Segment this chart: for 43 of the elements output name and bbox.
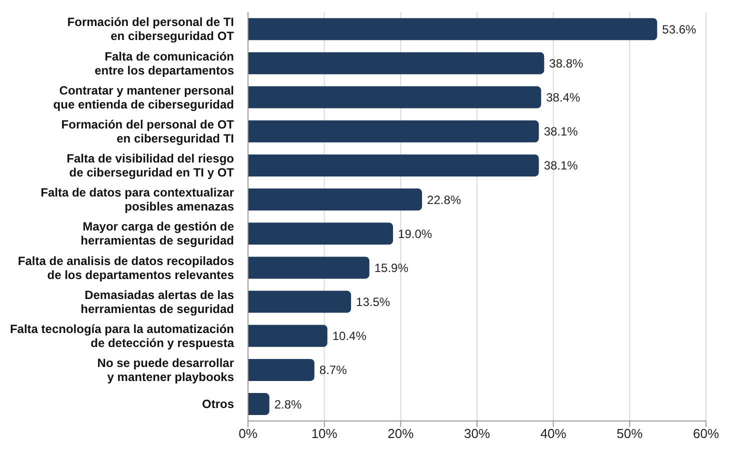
bar <box>248 290 352 313</box>
bar <box>248 188 422 211</box>
x-tick-label: 30% <box>464 426 490 442</box>
y-tick-label: No se puede desarrollar y mantener playbooks <box>97 356 234 384</box>
data-label: 2.8% <box>274 397 302 412</box>
y-tick-label: Demasiadas alertas de las herramientas de seguridad <box>80 288 234 316</box>
data-label: 38.8% <box>549 56 584 70</box>
data-label: 8.7% <box>319 363 348 378</box>
bar <box>248 256 370 279</box>
y-tick-label: Formación del personal de TI en ciberseguridad OT <box>67 15 235 44</box>
x-tick-label: 40% <box>540 426 567 442</box>
bar <box>248 52 544 74</box>
y-tick-label: Contratar y mantener personal que entienda de ciberseguridad <box>53 83 234 112</box>
y-tick-label: Falta de datos para contextualizar posibles amenazas <box>40 186 234 214</box>
bar <box>248 393 270 416</box>
x-tick-label: 50% <box>616 426 644 442</box>
bar <box>248 358 314 381</box>
bar <box>248 222 394 245</box>
y-tick-label: Falta de analisis de datos recopilados de los departamentos relevantes <box>18 254 234 282</box>
y-tick-label: Falta de comunicación entre los departamentos <box>94 49 234 78</box>
data-label: 22.8% <box>427 192 462 207</box>
data-label: 38.4% <box>546 90 580 105</box>
bar <box>248 154 539 176</box>
x-tick-label: 20% <box>388 426 414 442</box>
bar <box>248 120 539 142</box>
data-label: 10.4% <box>332 329 367 344</box>
y-tick-label: Mayor carga de gestión de herramientas de seguridad <box>80 220 234 248</box>
x-tick-label: 10% <box>311 426 338 442</box>
bar <box>248 324 328 347</box>
data-label: 19.0% <box>398 226 432 241</box>
x-tick-label: 0% <box>238 426 258 442</box>
data-label: 53.6% <box>662 22 696 36</box>
y-tick-label: Formación del personal de OT en ciberseguridad TI <box>61 117 235 146</box>
y-tick-label: Falta de visibilidad del riesgo de ciberseguridad en TI y OT <box>66 152 235 180</box>
y-tick-label: Falta tecnología para la automatización de detección y respuesta <box>10 322 234 350</box>
data-label: 38.1% <box>544 124 578 139</box>
y-tick-label: Otros <box>202 397 234 412</box>
bar <box>248 18 658 40</box>
bar <box>248 86 542 108</box>
x-tick-label: 60% <box>692 426 720 442</box>
data-label: 38.1% <box>544 158 578 173</box>
data-label: 15.9% <box>374 260 409 275</box>
data-label: 13.5% <box>356 295 390 310</box>
